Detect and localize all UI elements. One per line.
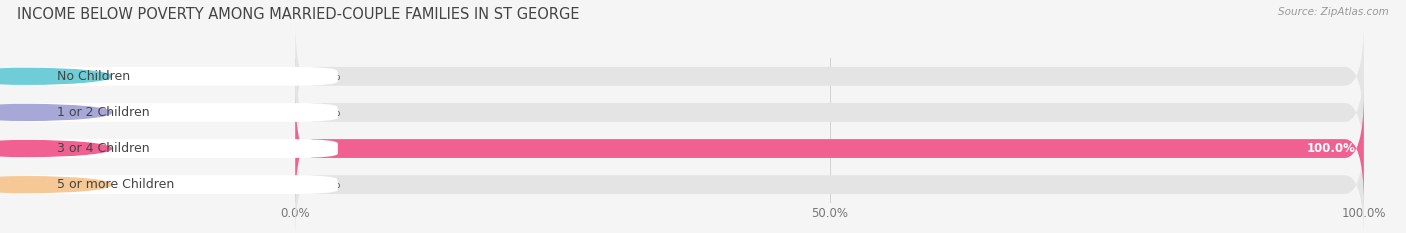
Text: No Children: No Children	[58, 70, 131, 83]
Text: 0.0%: 0.0%	[311, 178, 340, 191]
FancyBboxPatch shape	[4, 175, 337, 194]
Text: 1 or 2 Children: 1 or 2 Children	[58, 106, 149, 119]
Text: 0.0%: 0.0%	[311, 70, 340, 83]
FancyBboxPatch shape	[295, 21, 1364, 132]
Text: 5 or more Children: 5 or more Children	[58, 178, 174, 191]
Circle shape	[0, 69, 111, 84]
Circle shape	[0, 105, 111, 120]
FancyBboxPatch shape	[295, 129, 1364, 233]
FancyBboxPatch shape	[4, 103, 337, 122]
Text: INCOME BELOW POVERTY AMONG MARRIED-COUPLE FAMILIES IN ST GEORGE: INCOME BELOW POVERTY AMONG MARRIED-COUPL…	[17, 7, 579, 22]
FancyBboxPatch shape	[295, 93, 1364, 204]
Circle shape	[0, 141, 111, 156]
FancyBboxPatch shape	[4, 139, 337, 158]
Text: 100.0%: 100.0%	[1306, 142, 1355, 155]
Text: 0.0%: 0.0%	[311, 106, 340, 119]
FancyBboxPatch shape	[4, 67, 337, 86]
Text: 3 or 4 Children: 3 or 4 Children	[58, 142, 149, 155]
Circle shape	[0, 177, 111, 192]
FancyBboxPatch shape	[295, 93, 1364, 204]
FancyBboxPatch shape	[295, 57, 1364, 168]
Text: Source: ZipAtlas.com: Source: ZipAtlas.com	[1278, 7, 1389, 17]
